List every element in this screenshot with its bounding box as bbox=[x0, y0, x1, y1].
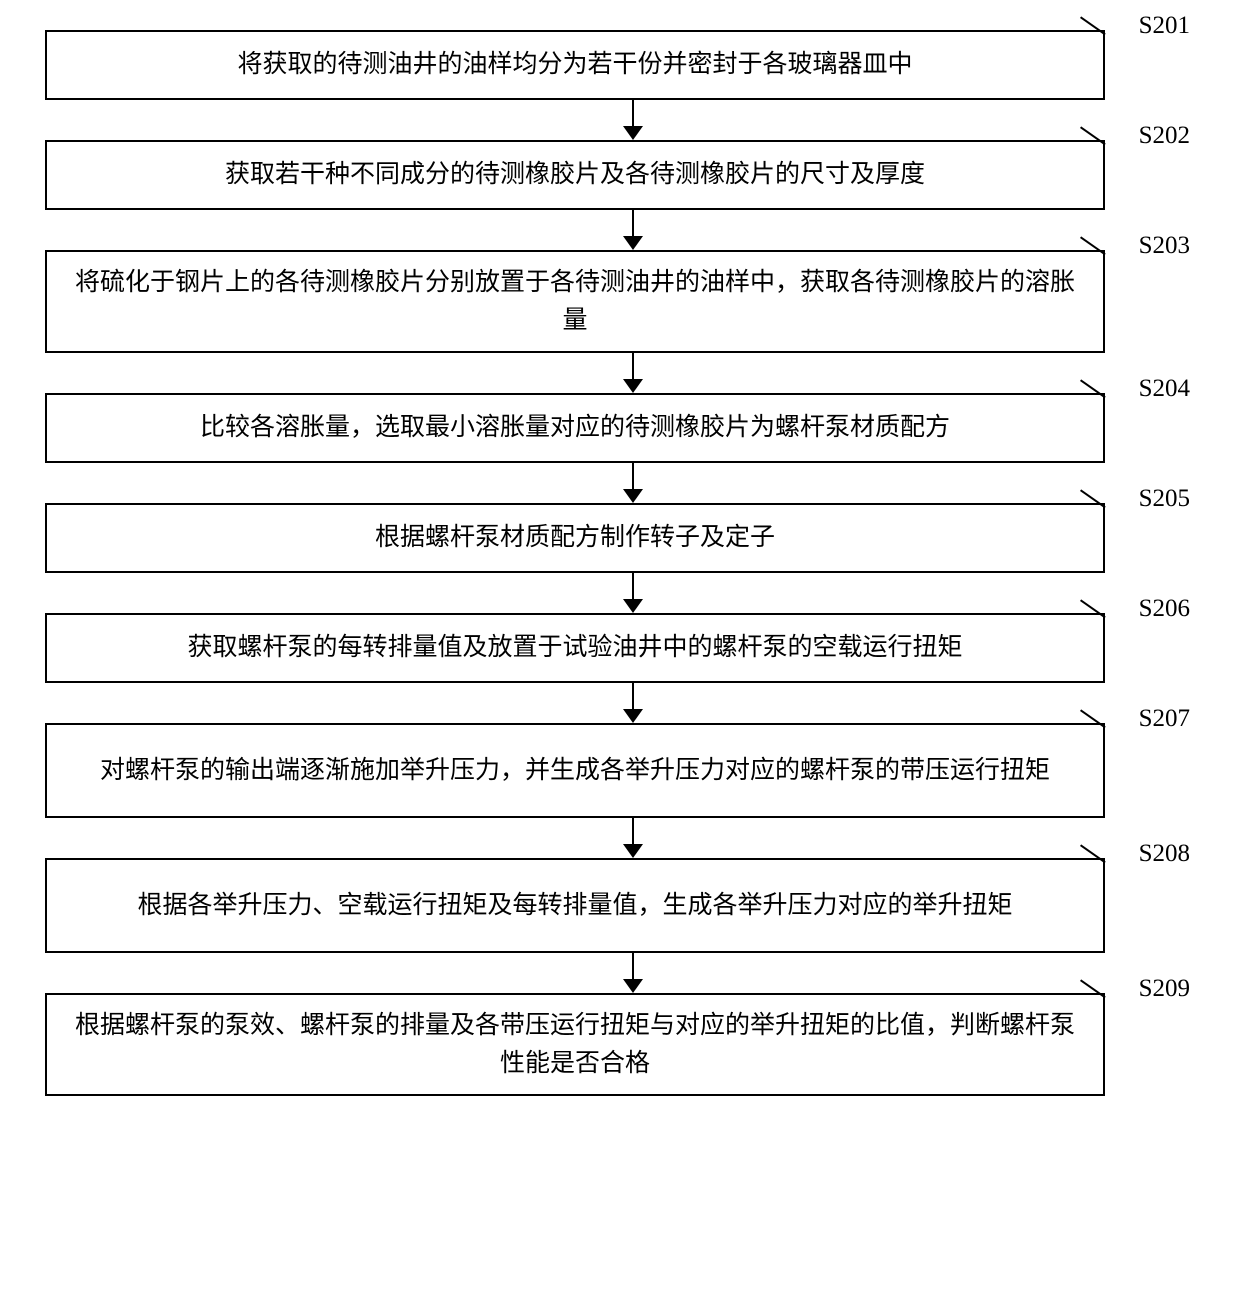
arrow-line bbox=[632, 463, 634, 491]
arrow-line bbox=[632, 210, 634, 238]
step-text: 将获取的待测油井的油样均分为若干份并密封于各玻璃器皿中 bbox=[237, 46, 912, 84]
arrow-down bbox=[103, 573, 1163, 613]
step-label-s202: S202 bbox=[1139, 122, 1190, 150]
arrow-down bbox=[103, 210, 1163, 250]
step-label-s205: S205 bbox=[1139, 485, 1190, 513]
arrow-line bbox=[632, 818, 634, 846]
step-text: 根据各举升压力、空载运行扭矩及每转排量值，生成各举升压力对应的举升扭矩 bbox=[137, 887, 1012, 925]
arrow-down bbox=[103, 353, 1163, 393]
step-text: 根据螺杆泵材质配方制作转子及定子 bbox=[375, 519, 775, 557]
step-wrapper: 根据螺杆泵的泵效、螺杆泵的排量及各带压运行扭矩与对应的举升扭矩的比值，判断螺杆泵… bbox=[20, 993, 1220, 1096]
arrow-line bbox=[632, 353, 634, 381]
step-row: 获取若干种不同成分的待测橡胶片及各待测橡胶片的尺寸及厚度 S202 bbox=[20, 140, 1220, 210]
step-wrapper: 获取若干种不同成分的待测橡胶片及各待测橡胶片的尺寸及厚度 S202 bbox=[20, 140, 1220, 250]
step-row: 将硫化于钢片上的各待测橡胶片分别放置于各待测油井的油样中，获取各待测橡胶片的溶胀… bbox=[20, 250, 1220, 353]
step-wrapper: 将获取的待测油井的油样均分为若干份并密封于各玻璃器皿中 S201 bbox=[20, 30, 1220, 140]
arrow-head bbox=[623, 844, 643, 858]
step-text: 对螺杆泵的输出端逐渐施加举升压力，并生成各举升压力对应的螺杆泵的带压运行扭矩 bbox=[100, 752, 1050, 790]
arrow-head bbox=[623, 236, 643, 250]
step-wrapper: 根据各举升压力、空载运行扭矩及每转排量值，生成各举升压力对应的举升扭矩 S208 bbox=[20, 858, 1220, 993]
step-box-s208: 根据各举升压力、空载运行扭矩及每转排量值，生成各举升压力对应的举升扭矩 bbox=[45, 858, 1105, 953]
arrow-head bbox=[623, 979, 643, 993]
step-label-s207: S207 bbox=[1139, 705, 1190, 733]
step-box-s203: 将硫化于钢片上的各待测橡胶片分别放置于各待测油井的油样中，获取各待测橡胶片的溶胀… bbox=[45, 250, 1105, 353]
step-wrapper: 对螺杆泵的输出端逐渐施加举升压力，并生成各举升压力对应的螺杆泵的带压运行扭矩 S… bbox=[20, 723, 1220, 858]
arrow-head bbox=[623, 709, 643, 723]
step-row: 对螺杆泵的输出端逐渐施加举升压力，并生成各举升压力对应的螺杆泵的带压运行扭矩 S… bbox=[20, 723, 1220, 818]
step-text: 比较各溶胀量，选取最小溶胀量对应的待测橡胶片为螺杆泵材质配方 bbox=[200, 409, 950, 447]
step-wrapper: 将硫化于钢片上的各待测橡胶片分别放置于各待测油井的油样中，获取各待测橡胶片的溶胀… bbox=[20, 250, 1220, 393]
step-wrapper: 根据螺杆泵材质配方制作转子及定子 S205 bbox=[20, 503, 1220, 613]
step-box-s207: 对螺杆泵的输出端逐渐施加举升压力，并生成各举升压力对应的螺杆泵的带压运行扭矩 bbox=[45, 723, 1105, 818]
arrow-line bbox=[632, 953, 634, 981]
step-box-s201: 将获取的待测油井的油样均分为若干份并密封于各玻璃器皿中 bbox=[45, 30, 1105, 100]
step-label-s203: S203 bbox=[1139, 232, 1190, 260]
step-wrapper: 比较各溶胀量，选取最小溶胀量对应的待测橡胶片为螺杆泵材质配方 S204 bbox=[20, 393, 1220, 503]
step-row: 根据螺杆泵的泵效、螺杆泵的排量及各带压运行扭矩与对应的举升扭矩的比值，判断螺杆泵… bbox=[20, 993, 1220, 1096]
arrow-down bbox=[103, 818, 1163, 858]
step-wrapper: 获取螺杆泵的每转排量值及放置于试验油井中的螺杆泵的空载运行扭矩 S206 bbox=[20, 613, 1220, 723]
step-text: 获取螺杆泵的每转排量值及放置于试验油井中的螺杆泵的空载运行扭矩 bbox=[187, 629, 962, 667]
step-label-s201: S201 bbox=[1139, 12, 1190, 40]
arrow-down bbox=[103, 463, 1163, 503]
arrow-line bbox=[632, 100, 634, 128]
step-label-s206: S206 bbox=[1139, 595, 1190, 623]
step-row: 比较各溶胀量，选取最小溶胀量对应的待测橡胶片为螺杆泵材质配方 S204 bbox=[20, 393, 1220, 463]
step-row: 将获取的待测油井的油样均分为若干份并密封于各玻璃器皿中 S201 bbox=[20, 30, 1220, 100]
arrow-down bbox=[103, 100, 1163, 140]
step-label-s204: S204 bbox=[1139, 375, 1190, 403]
step-row: 获取螺杆泵的每转排量值及放置于试验油井中的螺杆泵的空载运行扭矩 S206 bbox=[20, 613, 1220, 683]
arrow-line bbox=[632, 683, 634, 711]
step-label-s209: S209 bbox=[1139, 975, 1190, 1003]
arrow-down bbox=[103, 953, 1163, 993]
step-box-s202: 获取若干种不同成分的待测橡胶片及各待测橡胶片的尺寸及厚度 bbox=[45, 140, 1105, 210]
step-text: 将硫化于钢片上的各待测橡胶片分别放置于各待测油井的油样中，获取各待测橡胶片的溶胀… bbox=[67, 264, 1083, 339]
arrow-head bbox=[623, 379, 643, 393]
step-row: 根据各举升压力、空载运行扭矩及每转排量值，生成各举升压力对应的举升扭矩 S208 bbox=[20, 858, 1220, 953]
arrow-head bbox=[623, 126, 643, 140]
step-text: 根据螺杆泵的泵效、螺杆泵的排量及各带压运行扭矩与对应的举升扭矩的比值，判断螺杆泵… bbox=[67, 1007, 1083, 1082]
arrow-line bbox=[632, 573, 634, 601]
step-box-s209: 根据螺杆泵的泵效、螺杆泵的排量及各带压运行扭矩与对应的举升扭矩的比值，判断螺杆泵… bbox=[45, 993, 1105, 1096]
arrow-head bbox=[623, 489, 643, 503]
step-box-s204: 比较各溶胀量，选取最小溶胀量对应的待测橡胶片为螺杆泵材质配方 bbox=[45, 393, 1105, 463]
arrow-head bbox=[623, 599, 643, 613]
step-label-s208: S208 bbox=[1139, 840, 1190, 868]
arrow-down bbox=[103, 683, 1163, 723]
step-box-s206: 获取螺杆泵的每转排量值及放置于试验油井中的螺杆泵的空载运行扭矩 bbox=[45, 613, 1105, 683]
step-row: 根据螺杆泵材质配方制作转子及定子 S205 bbox=[20, 503, 1220, 573]
step-text: 获取若干种不同成分的待测橡胶片及各待测橡胶片的尺寸及厚度 bbox=[225, 156, 925, 194]
step-box-s205: 根据螺杆泵材质配方制作转子及定子 bbox=[45, 503, 1105, 573]
flowchart-container: 将获取的待测油井的油样均分为若干份并密封于各玻璃器皿中 S201 获取若干种不同… bbox=[20, 30, 1220, 1096]
